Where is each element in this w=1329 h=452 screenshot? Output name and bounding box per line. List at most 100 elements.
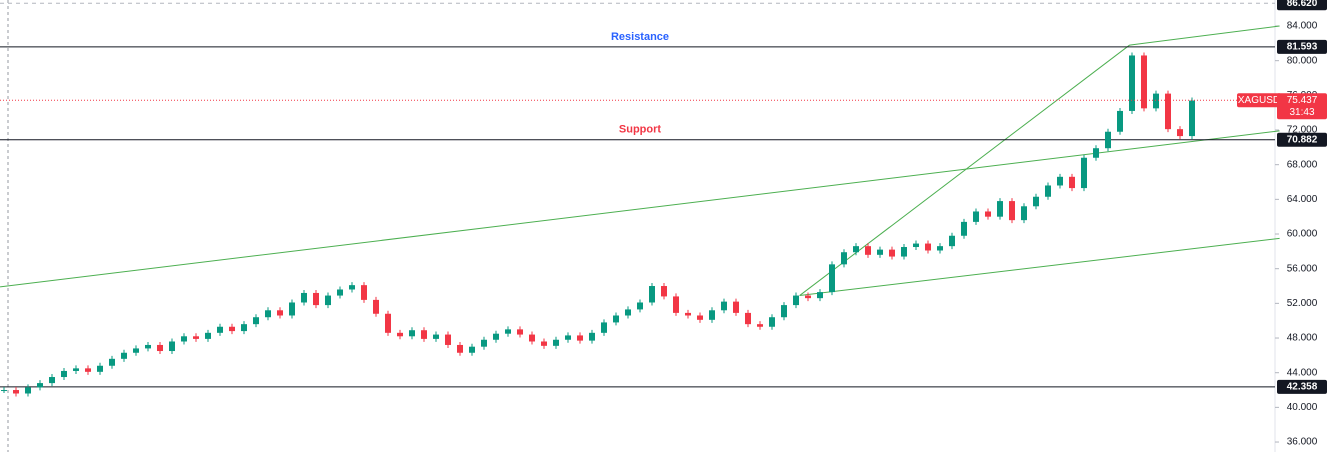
candle (433, 334, 439, 339)
candle (73, 368, 79, 371)
y-tick-label: 60.000 (1287, 229, 1318, 240)
trend-line (1129, 25, 1280, 46)
candle (973, 211, 979, 222)
candle (1189, 100, 1195, 137)
candle (913, 243, 919, 248)
candle (1021, 206, 1027, 221)
candle (385, 313, 391, 333)
y-tick-label: 68.000 (1287, 159, 1318, 170)
candle (841, 252, 847, 265)
candle (733, 301, 739, 313)
candle (1045, 185, 1051, 197)
candle (1069, 176, 1075, 189)
candle (793, 295, 799, 306)
candle (265, 310, 271, 318)
candle (1009, 201, 1015, 221)
last-price-label: 75.437 (1287, 95, 1318, 106)
candle (169, 341, 175, 352)
candle (709, 310, 715, 320)
y-tick-label: 72.000 (1287, 125, 1318, 136)
candle (61, 370, 67, 378)
y-tick-label: 44.000 (1287, 367, 1318, 378)
candle (541, 341, 547, 346)
candle (517, 329, 523, 335)
candle (109, 358, 115, 366)
candle (37, 383, 43, 388)
y-tick-label: 48.000 (1287, 333, 1318, 344)
candle (325, 295, 331, 306)
candle (625, 309, 631, 316)
candle (1105, 131, 1111, 149)
candle (865, 246, 871, 255)
candle (85, 368, 91, 372)
candle (1141, 55, 1147, 109)
candle (241, 324, 247, 332)
candle (289, 302, 295, 316)
candle (589, 332, 595, 341)
candle (1177, 129, 1183, 137)
symbol-box (1237, 93, 1281, 108)
candle (1129, 55, 1135, 111)
candle (421, 330, 427, 339)
trend-line (799, 237, 1280, 297)
candle (781, 305, 787, 318)
candle (1153, 93, 1159, 109)
level-label-box (1277, 132, 1327, 147)
candle (577, 335, 583, 341)
candle (253, 317, 259, 325)
y-tick-label: 40.000 (1287, 402, 1318, 413)
candle (229, 326, 235, 332)
annotation: Support (619, 124, 661, 136)
level-label-box (1277, 0, 1327, 11)
trend-line (0, 130, 1280, 288)
candle (481, 339, 487, 347)
candle (925, 243, 931, 251)
candle (301, 292, 307, 303)
candle (1093, 148, 1099, 158)
candle (193, 336, 199, 339)
y-tick-label: 36.000 (1287, 437, 1318, 448)
candle (1117, 110, 1123, 132)
candle (949, 235, 955, 247)
level-label: 86.620 (1287, 0, 1318, 9)
candle (205, 332, 211, 339)
candle (601, 322, 607, 333)
candle (721, 301, 727, 311)
candle (337, 289, 343, 296)
candle (313, 292, 319, 306)
candle (145, 344, 151, 349)
candle (877, 249, 883, 255)
candle (1165, 93, 1171, 130)
candle (829, 264, 835, 293)
candle (565, 335, 571, 340)
candle (1081, 157, 1087, 189)
candle (505, 329, 511, 334)
level-label-box (1277, 379, 1327, 394)
candle (277, 310, 283, 316)
level-label: 70.882 (1287, 134, 1318, 145)
candle (469, 346, 475, 353)
candle (157, 344, 163, 352)
last-price-box (1277, 93, 1327, 120)
candle (649, 286, 655, 303)
candle (853, 246, 859, 253)
candle (133, 348, 139, 353)
countdown-label: 31:43 (1289, 107, 1314, 118)
candle (373, 299, 379, 314)
candle (937, 246, 943, 251)
candle (49, 377, 55, 384)
level-label-box (1277, 39, 1327, 54)
candle (697, 315, 703, 320)
candle (889, 249, 895, 257)
candle (1, 390, 7, 392)
candle (685, 312, 691, 316)
candle (961, 221, 967, 236)
y-tick-label: 80.000 (1287, 55, 1318, 66)
y-tick-label: 64.000 (1287, 194, 1318, 205)
candle (769, 317, 775, 327)
candle (529, 334, 535, 342)
candle (661, 286, 667, 297)
annotation: Resistance (611, 31, 669, 43)
candle (121, 352, 127, 359)
candle (805, 295, 811, 299)
